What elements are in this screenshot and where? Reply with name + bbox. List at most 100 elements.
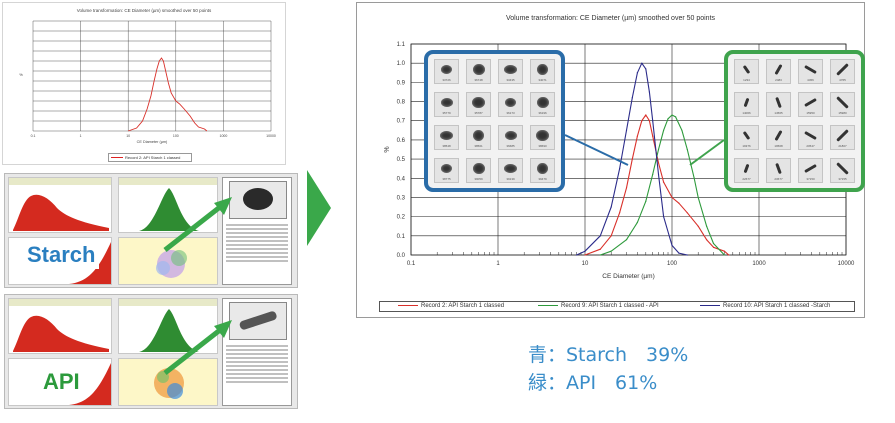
series-point-2 [575,254,578,256]
series-point-0 [648,120,651,122]
scatter-panel [118,237,218,285]
x-axis-label: CE Diameter (µm) [602,273,655,280]
y-tick-label: 0.5 [397,157,406,163]
particle-id-label: 2483 [775,78,782,82]
starch-particle-icon [504,65,517,74]
series-point-2 [671,244,673,247]
particle-thumbnail: 33726 [434,59,459,84]
particle-thumbnail: 14565 [766,92,791,117]
y-tick-label: 1.1 [397,42,406,48]
series-point-0 [662,181,665,183]
particle-id-label: 14066 [742,111,751,115]
starch-particle-icon [536,130,549,141]
series-point-2 [657,173,660,176]
particle-id-label: 33726 [442,78,451,82]
legend-label-record-10: Record 10: API Starch 1 classed -Starch [723,303,831,309]
particle-thumbnail: 36748 [466,59,491,84]
starch-connector-line [564,134,629,166]
particle-thumbnail: 35779 [434,92,459,117]
y-axis-label: % [384,146,391,152]
x-tick-label: 1000 [752,261,766,267]
particle-thumbnail: 19568 [766,125,791,150]
series-point-1 [697,196,699,199]
particle-thumbnail: 19376 [734,125,759,150]
particle-id-label: 38690 [538,144,547,148]
api-label: API [39,368,84,396]
y-tick-label: 0.8 [397,100,406,106]
particle-id-label: 36685 [506,144,515,148]
particle-id-label: 33435 [506,78,515,82]
series-point-0 [599,248,601,250]
particle-id-label: 14565 [774,111,783,115]
series-point-0 [706,239,708,241]
scatter-panel [118,358,218,406]
main-chart-legend: Record 2: API Starch 1 classed Record 9:… [379,301,855,312]
series-point-1 [686,148,688,151]
particle-id-label: 36173 [506,111,515,115]
legend-item-record-9: Record 9: API Starch 1 classed - API [538,302,659,311]
starch-particle-icon [441,65,452,74]
starch-particle-icon [472,64,485,75]
particle-thumbnail: 14066 [734,92,759,117]
small-x-tick: 1 [80,134,82,138]
y-tick-label: 0.6 [397,138,406,144]
legend-item-record-2: Record 2: API Starch 1 classed [398,302,504,311]
particle-id-label: 19568 [774,144,783,148]
series-point-1 [693,177,695,179]
particle-thumbnail: 37150 [798,158,823,183]
particle-id-label: 15950 [806,111,815,115]
starch-particle-icon [536,97,549,108]
starch-particle-icon [537,163,548,174]
series-point-0 [645,114,647,116]
y-tick-label: 0.9 [397,80,406,86]
y-tick-label: 0.7 [397,119,406,125]
particle-thumbnail: 39059 [466,158,491,183]
particle-thumbnail: 36685 [498,125,523,150]
particle-id-label: 21807 [838,144,847,148]
small-distribution-chart: Volume transformation: CE Diameter (µm) … [2,2,286,165]
particle-thumbnail: 20547 [798,125,823,150]
arrow-to-api-particle [163,320,232,375]
x-tick-label: 1 [496,261,500,267]
series-point-0 [728,254,730,256]
particle-thumbnail: 36173 [498,92,523,117]
series-point-2 [584,250,586,252]
particle-thumbnail: 23677 [766,158,791,183]
y-tick-label: 0.3 [397,195,406,201]
particle-id-label: 4456 [807,78,814,82]
y-tick-label: 0.0 [397,253,406,259]
arrow-overlay [163,197,232,375]
api-particles-gallery: 1234 2483 4456 4765 14066 14565 15950 15980 1937… [724,50,865,192]
api-screenshot: API [4,294,298,409]
particle-id-label: 39479 [538,177,547,181]
particle-thumbnail: 38548 [434,125,459,150]
starch-particle-icon [537,64,548,75]
particle-thumbnail: 39479 [530,158,555,183]
series-point-0 [723,250,725,252]
particle-thumbnail: 39139 [498,158,523,183]
legend-label-record-2: Record 2: API Starch 1 classed [421,303,505,309]
histogram-panel [8,298,112,354]
particle-id-label: 37150 [806,177,815,181]
api-connector-line [689,139,725,166]
starch-particle-icon [440,131,453,140]
series-point-0 [657,162,660,164]
starch-particle-icon [504,131,517,140]
series-point-0 [686,212,688,214]
series-point-0 [652,135,654,137]
particle-thumbnail: 38690 [530,125,555,150]
particle-id-label: 19376 [742,144,751,148]
particle-id-label: 38561 [474,144,483,148]
particle-id-label: 37155 [838,177,847,181]
series-point-1 [723,254,725,256]
x-tick-label: 100 [667,261,678,267]
series-point-2 [662,216,665,218]
small-x-axis-label: CE Diameter (µm) [137,140,168,144]
particle-id-label: 1234 [743,78,750,82]
legend-item-record-10: Record 10: API Starch 1 classed -Starch [700,302,830,311]
x-tick-label: 10000 [838,261,855,267]
particle-thumbnail: 35787 [466,92,491,117]
small-chart-plot: 0.1 1 10 100 1000 10000 CE Diameter (µm)% [19,20,276,144]
series-point-1 [652,173,654,176]
particle-thumbnail: 4456 [798,59,823,84]
